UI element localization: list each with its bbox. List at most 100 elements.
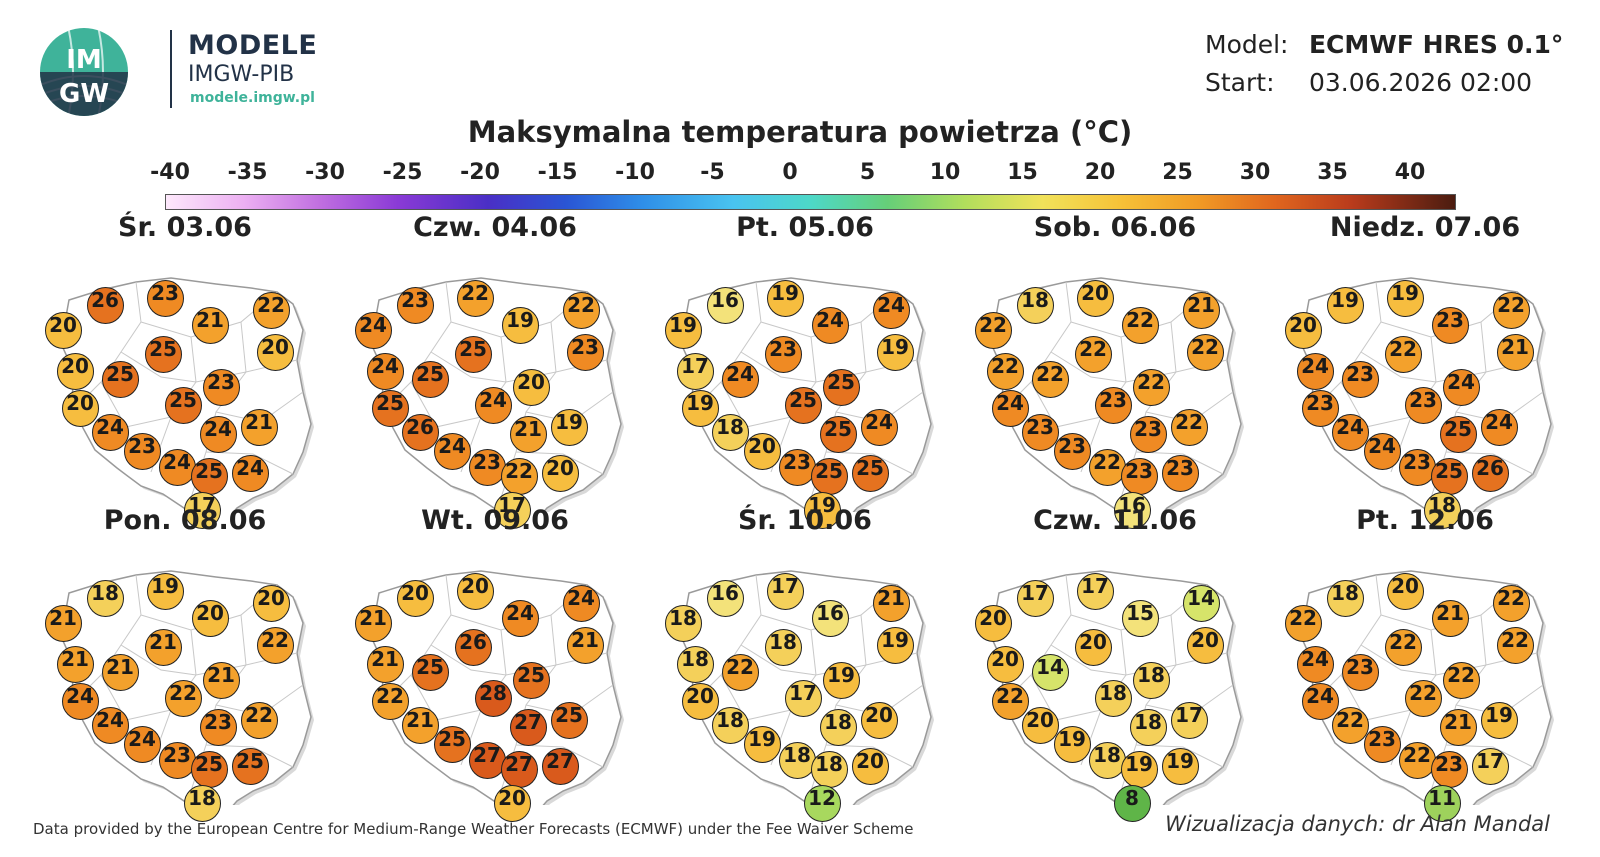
temperature-marker: 23 (199, 708, 237, 746)
region-border (205, 451, 294, 475)
temperature-marker: 20 (44, 311, 82, 349)
temperature-marker: 25 (1439, 415, 1477, 453)
temperature-marker: 21 (144, 628, 182, 666)
imgw-logo: IM GW MODELE IMGW-PIB modele.imgw.pl (30, 20, 330, 120)
brand-url-link[interactable]: modele.imgw.pl (190, 90, 315, 106)
logo-text-top: IM (66, 45, 102, 75)
colorbar-tick-label: -30 (305, 160, 345, 185)
temperature-marker: 20 (1284, 311, 1322, 349)
temperature-marker: 21 (872, 584, 910, 622)
temperature-marker: 21 (1431, 599, 1469, 637)
temperature-marker: 20 (493, 784, 531, 822)
temperature-marker: 18 (819, 708, 857, 746)
temperature-marker: 21 (240, 408, 278, 446)
temperature-marker: 22 (500, 457, 538, 495)
temperature-marker: 21 (1182, 291, 1220, 329)
temperature-marker: 23 (202, 368, 240, 406)
temperature-marker: 24 (433, 432, 471, 470)
temperature-marker: 22 (986, 352, 1024, 390)
temperature-marker: 20 (851, 747, 889, 785)
forecast-map-day-9: Pt. 12.06 22 18 20 21 22 22 22 23 24 22 24 22 21 19 22 2… (1275, 505, 1575, 822)
temperature-marker: 26 (454, 628, 492, 666)
visualization-credit: Wizualizacja danych: dr Alan Mandal (1165, 812, 1550, 836)
temperature-marker: 19 (550, 408, 588, 446)
temperature-marker: 17 (1016, 579, 1054, 617)
colorbar-tick-label: -40 (150, 160, 190, 185)
temperature-marker: 18 (764, 628, 802, 666)
forecast-map-day-1: Czw. 04.06 24 23 22 19 22 23 25 25 24 20 25 24 21 19 26… (345, 212, 645, 529)
temperature-marker: 22 (562, 291, 600, 329)
day-label: Czw. 11.06 (1033, 505, 1197, 536)
temperature-marker: 16 (1113, 491, 1151, 529)
region-border (1135, 744, 1224, 768)
temperature-marker: 21 (56, 645, 94, 683)
temperature-marker: 25 (512, 661, 550, 699)
colorbar-tick-label: -25 (382, 160, 423, 185)
forecast-map-day-2: Pt. 05.06 19 16 19 24 24 19 23 24 17 25 19 25 25 24 18 2… (655, 212, 955, 529)
colorbar-tick-label: 15 (1007, 160, 1038, 185)
region-border (1360, 351, 1538, 383)
temperature-marker: 25 (851, 454, 889, 492)
region-border (1445, 451, 1534, 475)
temperature-marker: 20 (256, 333, 294, 371)
temperature-marker: 24 (1296, 645, 1334, 683)
temperature-marker: 26 (86, 286, 124, 324)
temperature-marker: 19 (803, 491, 841, 529)
colorbar-tick-label: 25 (1162, 160, 1193, 185)
temperature-marker: 22 (1442, 661, 1480, 699)
colorbar-tick-label: 10 (929, 160, 961, 185)
temperature-marker: 22 (1031, 360, 1069, 398)
temperature-marker: 21 (191, 306, 229, 344)
temperature-marker: 19 (1480, 701, 1518, 739)
temperature-marker: 23 (1094, 386, 1132, 424)
region-border (430, 351, 608, 383)
temperature-marker: 25 (411, 360, 449, 398)
temperature-marker: 19 (146, 572, 184, 610)
temperature-marker: 24 (354, 311, 392, 349)
temperature-marker: 24 (1442, 368, 1480, 406)
temperature-marker: 18 (1423, 491, 1461, 529)
temperature-marker: 19 (743, 725, 781, 763)
temperature-marker: 18 (664, 604, 702, 642)
temperature-marker: 8 (1113, 784, 1151, 822)
temperature-marker: 22 (1132, 368, 1170, 406)
region-border (740, 351, 918, 383)
temperature-marker: 24 (91, 413, 129, 451)
temperature-marker: 26 (1471, 454, 1509, 492)
temperature-marker: 22 (1496, 626, 1534, 664)
day-label: Śr. 03.06 (118, 212, 252, 243)
temperature-marker: 18 (810, 750, 848, 788)
temperature-marker: 22 (1088, 448, 1126, 486)
temperature-marker: 19 (876, 626, 914, 664)
temperature-marker: 23 (1363, 725, 1401, 763)
temperature-marker: 18 (778, 741, 816, 779)
temperature-marker: 23 (1341, 653, 1379, 691)
temperature-marker: 22 (1074, 335, 1112, 373)
logo-text-bottom: GW (59, 79, 109, 109)
temperature-marker: 24 (61, 682, 99, 720)
temperature-marker: 19 (766, 279, 804, 317)
temperature-marker: 14 (1182, 584, 1220, 622)
temperature-marker: 23 (1301, 389, 1339, 427)
temperature-marker: 24 (860, 408, 898, 446)
temperature-marker: 19 (681, 389, 719, 427)
temperature-marker: 19 (1053, 725, 1091, 763)
day-label: Pt. 12.06 (1356, 505, 1494, 536)
temperature-marker: 21 (566, 626, 604, 664)
temperature-marker: 19 (1161, 747, 1199, 785)
forecast-map-day-3: Sob. 06.06 22 18 20 22 21 22 22 22 22 22 24 23 23 22 23… (965, 212, 1265, 529)
temperature-marker: 24 (1301, 682, 1339, 720)
temperature-marker: 23 (778, 448, 816, 486)
temperature-marker: 24 (366, 352, 404, 390)
temperature-marker: 26 (401, 413, 439, 451)
temperature-marker: 20 (1386, 572, 1424, 610)
colorbar-tick-label: 40 (1394, 160, 1426, 185)
temperature-marker: 24 (562, 584, 600, 622)
temperature-marker: 24 (474, 386, 512, 424)
temperature-marker: 23 (1053, 432, 1091, 470)
temperature-marker: 23 (1430, 750, 1468, 788)
temperature-marker: 20 (1021, 706, 1059, 744)
temperature-marker: 20 (974, 604, 1012, 642)
temperature-marker: 25 (1430, 457, 1468, 495)
temperature-marker: 21 (401, 706, 439, 744)
